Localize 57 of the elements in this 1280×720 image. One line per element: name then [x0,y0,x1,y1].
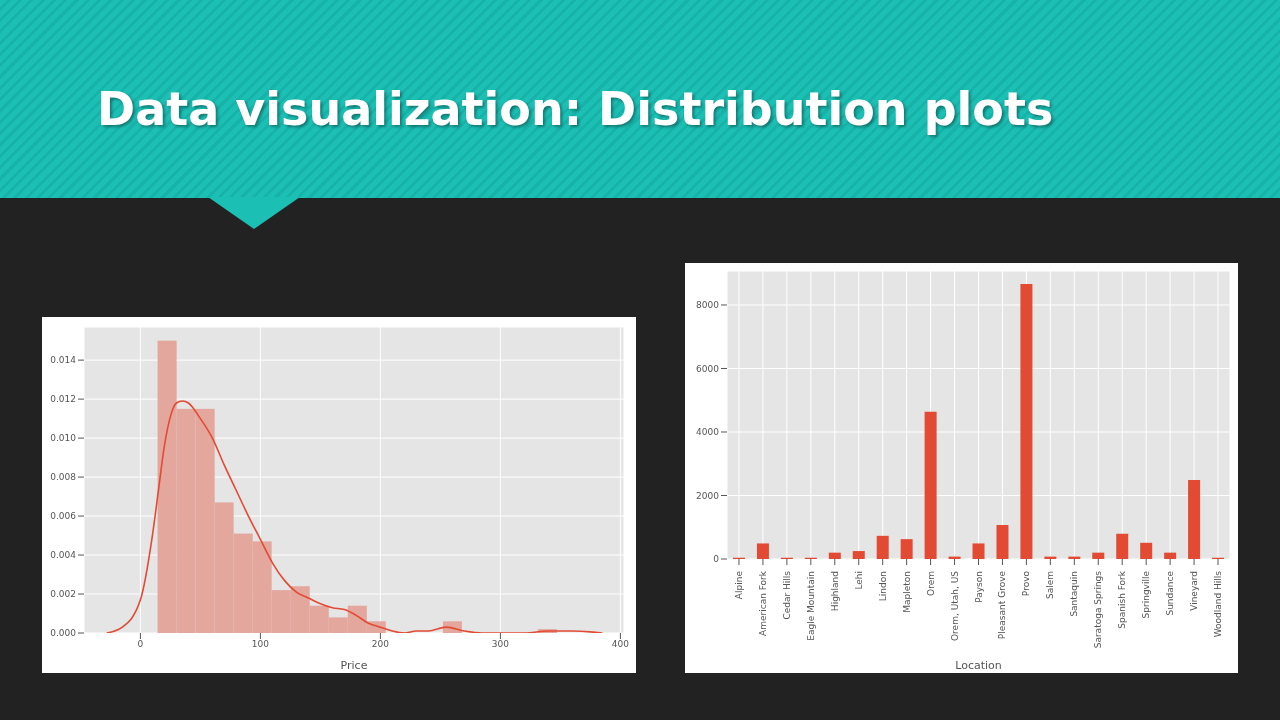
x-tick-label: Payson [973,571,984,603]
y-tick-label: 0.010 [50,433,77,444]
x-tick-label: American Fork [757,570,768,636]
x-tick-label: Vineyard [1189,571,1200,611]
x-tick-label: Woodland Hills [1213,570,1224,638]
y-tick-label: 8000 [696,300,720,311]
y-tick-label: 0.004 [50,550,77,561]
x-axis-title: Price [340,659,368,672]
bar [1188,479,1201,559]
x-tick-label: Mapleton [901,571,912,613]
x-axis-title: Location [955,659,1002,672]
x-tick-label: Lindon [877,571,888,602]
x-tick-label: Orem [925,571,936,596]
x-tick-label: Salem [1045,571,1056,600]
y-tick-label: 0.000 [50,628,77,639]
x-tick-label: Lehi [853,571,864,590]
y-tick-label: 0.014 [50,355,77,366]
bar [876,535,889,559]
x-tick-label: 300 [491,639,510,650]
bar [1140,542,1153,559]
bar [1116,533,1129,559]
x-tick-label: 0 [137,639,144,650]
x-tick-label: Provo [1021,570,1032,597]
bar [1092,552,1105,559]
x-tick-label: Eagle Mountain [805,571,816,641]
x-tick-label: 400 [611,639,630,650]
bar [852,551,865,559]
x-tick-label: 200 [371,639,390,650]
x-tick-label: 100 [251,639,270,650]
x-tick-label: Pleasant Grove [997,570,1008,640]
bar [1020,284,1033,559]
x-tick-label: Cedar Hills [781,570,792,620]
x-tick-label: Sundance [1165,570,1176,616]
x-tick-label: Santaquin [1069,571,1080,617]
x-tick-label: Springville [1141,570,1152,619]
x-tick-label: Highland [829,571,840,612]
y-tick-label: 4000 [696,427,720,438]
y-tick-label: 0 [713,554,720,565]
x-tick-label: Orem, Utah, US [949,570,960,641]
chart-title: Data visualization: Distribution plots [97,82,1054,136]
bar [924,411,937,559]
bar [972,543,985,559]
x-tick-label: Alpine [733,570,744,600]
x-tick-label: Saratoga Springs [1093,570,1104,649]
y-tick-label: 0.002 [50,589,76,600]
bar [828,552,841,559]
y-tick-label: 2000 [696,490,720,501]
y-tick-label: 6000 [696,363,720,374]
line-series [106,400,604,633]
bar [996,525,1009,559]
bar [756,543,769,559]
y-tick-label: 0.006 [50,511,77,522]
x-tick-label: Spanish Fork [1117,570,1128,629]
y-tick-label: 0.008 [50,472,77,483]
bar [1164,552,1177,559]
y-tick-label: 0.012 [50,394,76,405]
bar [900,539,913,559]
